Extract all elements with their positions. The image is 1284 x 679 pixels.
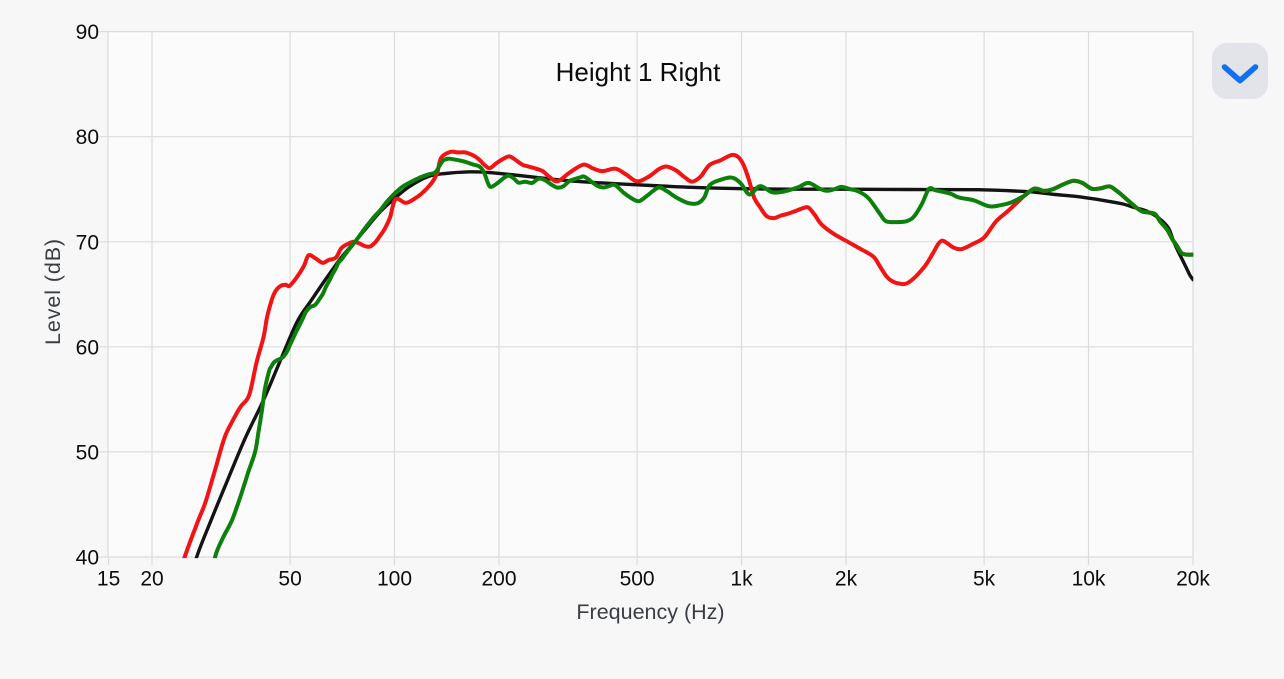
svg-text:2k: 2k	[835, 568, 858, 591]
svg-text:60: 60	[76, 336, 99, 359]
svg-text:80: 80	[76, 126, 99, 149]
svg-text:70: 70	[76, 231, 99, 254]
svg-text:5k: 5k	[973, 568, 996, 591]
svg-text:200: 200	[481, 568, 516, 591]
svg-text:100: 100	[377, 568, 412, 591]
svg-text:50: 50	[278, 568, 301, 591]
svg-text:20k: 20k	[1176, 568, 1210, 591]
svg-text:500: 500	[620, 568, 655, 591]
svg-text:10k: 10k	[1072, 568, 1106, 591]
svg-text:Height 1 Right: Height 1 Right	[556, 57, 722, 87]
svg-text:50: 50	[76, 441, 99, 464]
svg-text:90: 90	[76, 21, 99, 44]
svg-text:40: 40	[76, 547, 99, 570]
svg-text:15: 15	[97, 568, 120, 591]
svg-text:Frequency (Hz): Frequency (Hz)	[576, 600, 724, 624]
svg-text:1k: 1k	[730, 568, 753, 591]
svg-text:20: 20	[140, 568, 163, 591]
svg-text:Level (dB): Level (dB)	[41, 238, 65, 345]
